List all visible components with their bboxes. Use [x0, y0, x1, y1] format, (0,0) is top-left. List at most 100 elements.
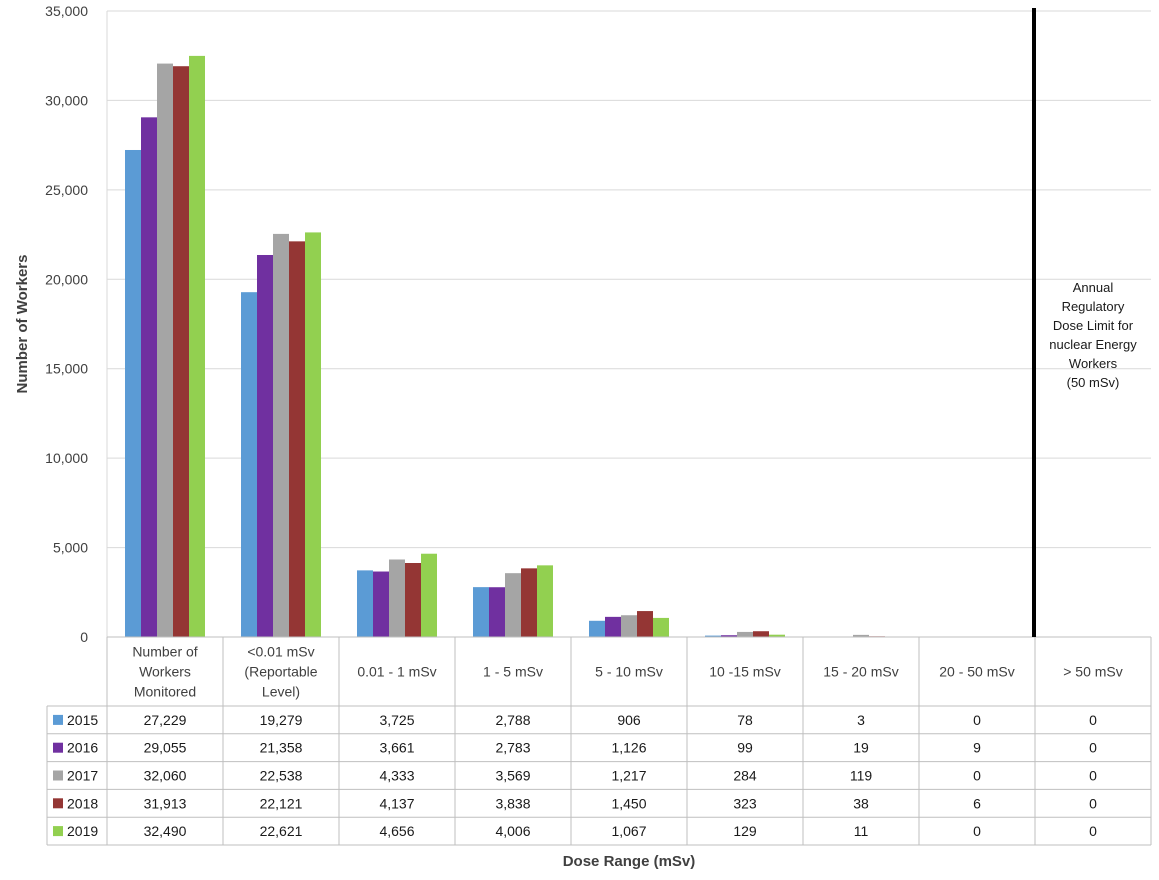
bar-2019-2 — [421, 553, 437, 637]
bar-2018-3 — [521, 568, 537, 637]
table-cell: 4,137 — [379, 795, 414, 811]
table-cell: 323 — [733, 795, 757, 811]
bar-2019-5 — [769, 634, 785, 637]
table-cell: 21,358 — [260, 740, 303, 756]
table-cell: 4,006 — [495, 823, 530, 839]
legend-label-2019: 2019 — [67, 823, 98, 839]
table-cell: 99 — [737, 740, 753, 756]
table-cell: 3,725 — [379, 712, 414, 728]
legend-swatch-2017 — [53, 770, 63, 781]
bar-2015-4 — [589, 620, 605, 637]
table-cell: 0 — [1089, 823, 1097, 839]
table-cell: 284 — [733, 768, 757, 784]
y-tick-label: 5,000 — [53, 540, 88, 556]
y-tick-label: 20,000 — [45, 271, 88, 287]
y-tick-label: 35,000 — [45, 3, 88, 19]
table-cell: 4,656 — [379, 823, 414, 839]
y-axis: 0 5,000 10,000 15,000 20,000 25,000 30,000 35,0… — [45, 3, 108, 645]
bar-2015-0 — [125, 149, 141, 638]
table-cell: 1,067 — [611, 823, 646, 839]
bar-2018-1 — [289, 241, 305, 638]
bar-2015-1 — [241, 292, 257, 637]
table-cell: 9 — [973, 740, 981, 756]
bar-2016-1 — [257, 254, 273, 637]
legend-label-2016: 2016 — [67, 740, 98, 756]
bar-2017-0 — [157, 63, 173, 638]
table-cell: 11 — [854, 823, 869, 839]
legend-label-2018: 2018 — [67, 795, 98, 811]
x-category-label: <0.01 mSv (Reportable Level) — [244, 644, 317, 700]
y-tick-label: 25,000 — [45, 182, 88, 198]
dose-limit-label: Annual Regulatory Dose Limit for nuclear En… — [1049, 280, 1137, 390]
bar-2017-5 — [737, 631, 753, 637]
bar-2019-4 — [653, 617, 669, 637]
table-cell: 38 — [853, 795, 869, 811]
bar-2017-3 — [505, 573, 521, 637]
bar-2015-2 — [357, 570, 373, 637]
x-axis-title: Dose Range (mSv) — [563, 853, 696, 870]
bar-2019-3 — [537, 565, 553, 637]
table-cell: 0 — [973, 712, 981, 728]
bars — [125, 55, 1001, 638]
bar-2016-0 — [141, 117, 157, 638]
bar-2015-3 — [473, 587, 489, 637]
table-cell: 22,621 — [260, 823, 303, 839]
dose-limit-annotation: Annual Regulatory Dose Limit for nuclear En… — [1032, 8, 1137, 637]
table-cell: 2,783 — [495, 740, 530, 756]
x-category-label: 0.01 - 1 mSv — [357, 664, 436, 680]
bar-2015-5 — [705, 635, 721, 637]
bar-2018-2 — [405, 563, 421, 637]
legend-label-2017: 2017 — [67, 768, 98, 784]
legend-swatch-2018 — [53, 798, 63, 809]
y-tick-label: 15,000 — [45, 361, 88, 377]
table-cell: 0 — [973, 768, 981, 784]
y-tick-label: 10,000 — [45, 450, 88, 466]
y-axis-title: Number of Workers — [14, 255, 31, 394]
bar-2019-0 — [189, 55, 205, 638]
table-cell: 22,121 — [260, 795, 303, 811]
legend-swatch-2019 — [53, 826, 63, 837]
y-tick-label: 30,000 — [45, 92, 88, 108]
table-cell: 31,913 — [144, 795, 187, 811]
table-cell: 22,538 — [260, 768, 303, 784]
table-cell: 0 — [1089, 712, 1097, 728]
bar-2018-0 — [173, 66, 189, 638]
table-cell: 3,569 — [495, 768, 530, 784]
table-cell: 32,060 — [144, 768, 187, 784]
x-category-label: 5 - 10 mSv — [595, 664, 663, 680]
table-cell: 0 — [1089, 740, 1097, 756]
bar-2016-2 — [373, 571, 389, 637]
table-cell: 3,661 — [379, 740, 414, 756]
table-cell: 2,788 — [495, 712, 530, 728]
x-category-label: Number of Workers Monitored — [132, 644, 197, 700]
bar-2016-5 — [721, 635, 737, 637]
table-cell: 129 — [733, 823, 757, 839]
data-table: Number of Workers Monitored <0.01 mSv (Repor… — [46, 636, 1152, 846]
bar-2017-1 — [273, 233, 289, 637]
table-cell: 119 — [850, 768, 873, 784]
bar-2017-6 — [853, 634, 869, 637]
table-cell: 29,055 — [144, 740, 187, 756]
bar-2018-5 — [753, 631, 769, 637]
bar-2017-4 — [621, 615, 637, 637]
legend-label-2015: 2015 — [67, 712, 98, 728]
bar-2018-4 — [637, 611, 653, 637]
table-cell: 1,217 — [611, 768, 646, 784]
table-cell: 1,450 — [611, 795, 646, 811]
bar-2016-4 — [605, 616, 621, 637]
bar-2019-1 — [305, 232, 321, 637]
table-cell: 3,838 — [495, 795, 530, 811]
table-cell: 6 — [973, 795, 981, 811]
table-cell: 27,229 — [144, 712, 187, 728]
table-cell: 32,490 — [144, 823, 187, 839]
x-category-label: 1 - 5 mSv — [483, 664, 543, 680]
table-cell: 0 — [973, 823, 981, 839]
x-category-label: 15 - 20 mSv — [823, 664, 898, 680]
bar-2017-2 — [389, 559, 405, 637]
table-cell: 906 — [617, 712, 641, 728]
y-tick-label: 0 — [80, 629, 88, 645]
table-cell: 0 — [1089, 768, 1097, 784]
legend-swatch-2016 — [53, 742, 63, 753]
bar-2016-3 — [489, 587, 505, 637]
